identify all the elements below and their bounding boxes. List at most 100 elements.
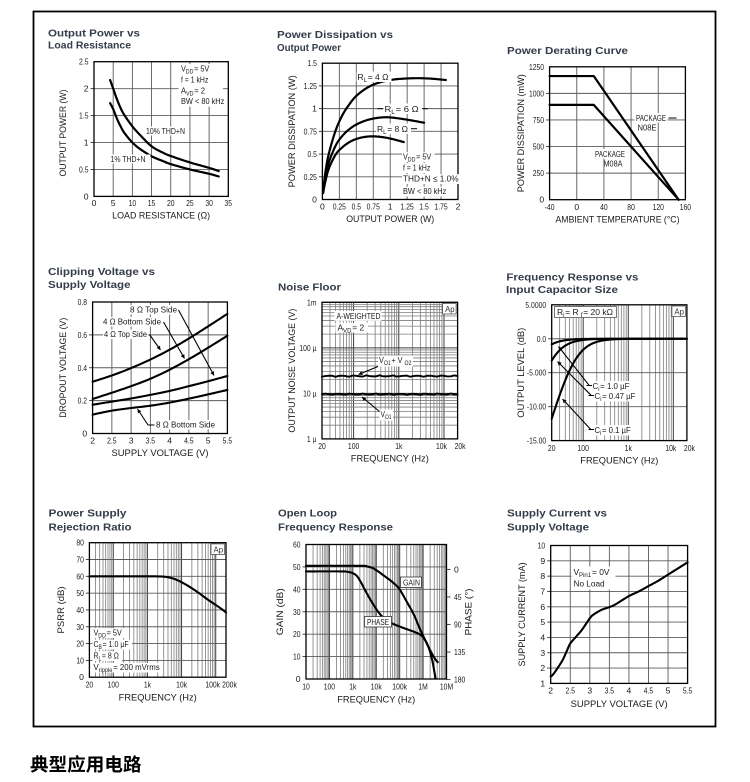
- svg-text:2.5: 2.5: [107, 436, 117, 446]
- svg-text:= R: = R: [565, 307, 578, 317]
- svg-text:= 5V: = 5V: [107, 628, 123, 638]
- svg-text:A: A: [338, 322, 344, 332]
- svg-text:50: 50: [293, 562, 301, 572]
- svg-text:135: 135: [454, 647, 466, 657]
- svg-text:V: V: [403, 152, 408, 162]
- svg-text:0: 0: [82, 429, 87, 439]
- svg-text:FREQUENCY (Hz): FREQUENCY (Hz): [337, 695, 415, 705]
- svg-text:V: V: [574, 567, 580, 577]
- svg-text:V: V: [181, 64, 186, 74]
- svg-text:9: 9: [540, 556, 545, 566]
- svg-text:R: R: [94, 651, 99, 661]
- svg-text:V: V: [94, 628, 99, 638]
- svg-text:1M: 1M: [418, 682, 427, 692]
- svg-text:M08A: M08A: [604, 159, 623, 169]
- svg-text:f: f: [581, 312, 583, 319]
- svg-text:1.75: 1.75: [434, 202, 447, 212]
- svg-text:= 0.1 µF: = 0.1 µF: [602, 426, 631, 435]
- svg-text:= 8 Ω: = 8 Ω: [387, 124, 408, 134]
- svg-text:-10.00: -10.00: [527, 402, 546, 412]
- svg-text:4.5: 4.5: [644, 686, 654, 696]
- svg-text:SUPPLY VOLTAGE (V): SUPPLY VOLTAGE (V): [112, 448, 209, 458]
- svg-text:0.25: 0.25: [304, 172, 317, 182]
- svg-text:0.25: 0.25: [333, 202, 346, 212]
- svg-text:AMBIENT TEMPERATURE (°C): AMBIENT TEMPERATURE (°C): [556, 215, 680, 225]
- svg-text:f = 1 kHz: f = 1 kHz: [403, 163, 430, 173]
- svg-text:VD: VD: [343, 328, 352, 335]
- svg-text:Noise Floor: Noise Floor: [278, 282, 341, 293]
- svg-text:= 8 Ω: = 8 Ω: [102, 651, 119, 661]
- svg-text:20: 20: [293, 629, 301, 639]
- svg-text:O2: O2: [405, 361, 412, 367]
- svg-text:Ap: Ap: [674, 307, 684, 316]
- svg-text:1k: 1k: [349, 682, 357, 692]
- svg-text:C: C: [94, 639, 99, 649]
- svg-text:20: 20: [167, 198, 175, 208]
- svg-text:100 µ: 100 µ: [299, 343, 316, 353]
- svg-text:POWER DISSIPATION (W): POWER DISSIPATION (W): [287, 75, 297, 187]
- svg-text:10k: 10k: [665, 443, 677, 453]
- svg-text:= 0.47 µF: = 0.47 µF: [602, 392, 635, 401]
- svg-text:3.5: 3.5: [605, 686, 615, 696]
- svg-text:8: 8: [540, 571, 545, 581]
- svg-text:OUTPUT POWER (W): OUTPUT POWER (W): [346, 214, 434, 224]
- svg-text:No Load: No Load: [574, 578, 605, 588]
- svg-text:ripple: ripple: [99, 668, 113, 674]
- svg-text:100: 100: [108, 680, 120, 690]
- svg-text:Power Supply: Power Supply: [49, 509, 127, 520]
- svg-text:100k: 100k: [392, 682, 407, 692]
- svg-text:O1: O1: [384, 361, 391, 367]
- svg-text:DD: DD: [408, 157, 416, 163]
- svg-text:0.2: 0.2: [78, 396, 88, 406]
- svg-text:80: 80: [76, 538, 84, 548]
- svg-text:1k: 1k: [625, 443, 633, 453]
- svg-text:5.5: 5.5: [683, 686, 693, 696]
- svg-text:PACKAGE: PACKAGE: [636, 113, 666, 123]
- svg-text:R: R: [377, 124, 383, 134]
- svg-text:= 200 mVrms: = 200 mVrms: [113, 663, 159, 672]
- svg-text:0: 0: [92, 198, 97, 208]
- svg-text:Frequency Response vs: Frequency Response vs: [506, 273, 638, 284]
- svg-text:R: R: [557, 307, 563, 317]
- svg-text:V: V: [381, 409, 386, 419]
- svg-text:5: 5: [666, 686, 671, 696]
- svg-text:10M: 10M: [440, 682, 453, 692]
- svg-text:8 Ω Bottom Side: 8 Ω Bottom Side: [156, 420, 215, 430]
- svg-text:1.5: 1.5: [419, 202, 429, 212]
- svg-text:0: 0: [454, 564, 459, 574]
- svg-text:40: 40: [600, 202, 608, 212]
- svg-text:BW < 80 kHz: BW < 80 kHz: [403, 186, 446, 196]
- svg-text:A: A: [181, 86, 187, 96]
- svg-text:V: V: [379, 355, 385, 365]
- svg-text:OUTPUT POWER (W): OUTPUT POWER (W): [58, 90, 68, 177]
- svg-text:POWER DISSIPATION (mW): POWER DISSIPATION (mW): [516, 74, 526, 192]
- svg-text:R: R: [358, 72, 364, 82]
- svg-text:A-WEIGHTED: A-WEIGHTED: [337, 311, 381, 321]
- svg-text:5: 5: [111, 198, 116, 208]
- svg-text:i: i: [563, 312, 564, 319]
- svg-text:VD: VD: [186, 91, 194, 97]
- svg-text:160: 160: [680, 202, 692, 212]
- svg-text:10: 10: [129, 198, 137, 208]
- svg-text:20k: 20k: [684, 443, 696, 453]
- svg-text:Input Capacitor Size: Input Capacitor Size: [506, 285, 618, 296]
- svg-text:f = 1 kHz: f = 1 kHz: [181, 75, 208, 85]
- svg-text:= 1.0 µF: = 1.0 µF: [600, 382, 629, 391]
- svg-text:Load Resistance: Load Resistance: [48, 41, 131, 52]
- svg-text:10: 10: [76, 655, 84, 665]
- svg-text:5.5: 5.5: [223, 436, 233, 446]
- svg-text:0.4: 0.4: [78, 363, 88, 373]
- svg-text:OUTPUT NOISE VOLTAGE (V): OUTPUT NOISE VOLTAGE (V): [287, 309, 297, 433]
- svg-text:= 0V: = 0V: [592, 567, 610, 577]
- svg-text:PHASE: PHASE: [367, 617, 389, 627]
- svg-text:100: 100: [348, 441, 360, 451]
- svg-text:15: 15: [148, 198, 156, 208]
- svg-text:0.0: 0.0: [537, 334, 547, 344]
- svg-text:= 2: = 2: [194, 86, 205, 96]
- svg-text:GAIN (dB): GAIN (dB): [275, 588, 285, 635]
- svg-text:1 µ: 1 µ: [307, 434, 317, 444]
- svg-text:4: 4: [627, 686, 632, 696]
- svg-text:O1: O1: [385, 415, 391, 422]
- svg-text:10: 10: [293, 652, 301, 662]
- svg-text:100k: 100k: [205, 680, 220, 690]
